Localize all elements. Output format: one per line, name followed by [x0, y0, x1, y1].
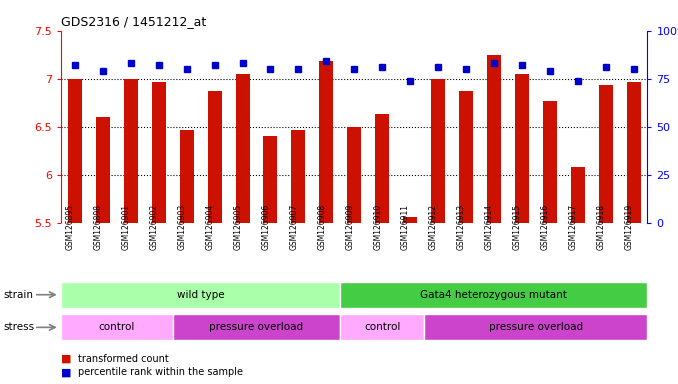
Text: wild type: wild type [177, 290, 224, 300]
Bar [340, 282, 647, 308]
Bar [264, 136, 277, 223]
Text: pressure overload: pressure overload [489, 322, 583, 333]
Text: GSM126903: GSM126903 [178, 204, 186, 250]
Bar [340, 314, 424, 340]
Bar [152, 82, 165, 223]
Bar [180, 130, 194, 223]
Bar [375, 114, 389, 223]
Bar [403, 217, 417, 223]
Bar [124, 79, 138, 223]
Text: percentile rank within the sample: percentile rank within the sample [78, 367, 243, 377]
Bar [487, 55, 501, 223]
Bar [207, 91, 222, 223]
Text: GSM126919: GSM126919 [624, 204, 633, 250]
Text: GSM126917: GSM126917 [569, 204, 578, 250]
Text: GSM126905: GSM126905 [233, 204, 243, 250]
Bar [173, 314, 340, 340]
Text: GSM126904: GSM126904 [205, 204, 215, 250]
Bar [543, 101, 557, 223]
Bar [68, 79, 82, 223]
Text: GSM126918: GSM126918 [597, 204, 605, 250]
Text: GSM126910: GSM126910 [373, 204, 382, 250]
Bar [61, 314, 173, 340]
Bar [292, 130, 305, 223]
Bar [515, 74, 529, 223]
Text: GSM126895: GSM126895 [66, 204, 75, 250]
Text: control: control [99, 322, 135, 333]
Text: ■: ■ [61, 354, 71, 364]
Text: control: control [364, 322, 401, 333]
Text: GSM126906: GSM126906 [262, 204, 271, 250]
Bar [347, 127, 361, 223]
Bar [235, 74, 250, 223]
Text: GSM126916: GSM126916 [541, 204, 550, 250]
Bar [424, 314, 647, 340]
Text: Gata4 heterozygous mutant: Gata4 heterozygous mutant [420, 290, 567, 300]
Bar [571, 167, 584, 223]
Bar [599, 86, 613, 223]
Text: GSM126898: GSM126898 [94, 204, 103, 250]
Text: stress: stress [3, 322, 35, 333]
Bar [626, 82, 641, 223]
Text: GSM126909: GSM126909 [345, 204, 354, 250]
Bar [459, 91, 473, 223]
Text: GSM126914: GSM126914 [485, 204, 494, 250]
Text: ■: ■ [61, 367, 71, 377]
Text: GSM126908: GSM126908 [317, 204, 326, 250]
Text: GSM126902: GSM126902 [150, 204, 159, 250]
Text: GSM126901: GSM126901 [122, 204, 131, 250]
Text: GSM126911: GSM126911 [401, 204, 410, 250]
Text: strain: strain [3, 290, 33, 300]
Text: GSM126915: GSM126915 [513, 204, 522, 250]
Text: GSM126907: GSM126907 [290, 204, 298, 250]
Bar [319, 61, 334, 223]
Text: GSM126913: GSM126913 [457, 204, 466, 250]
Text: transformed count: transformed count [78, 354, 169, 364]
Bar [61, 282, 340, 308]
Bar [96, 117, 110, 223]
Text: GSM126912: GSM126912 [429, 204, 438, 250]
Text: GDS2316 / 1451212_at: GDS2316 / 1451212_at [61, 15, 206, 28]
Text: pressure overload: pressure overload [210, 322, 304, 333]
Bar [431, 79, 445, 223]
